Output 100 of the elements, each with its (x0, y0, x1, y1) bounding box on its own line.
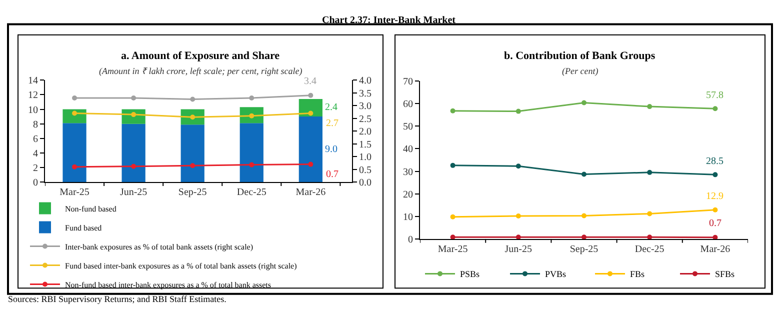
bar (180, 124, 204, 182)
point (712, 106, 718, 112)
x-tick-label: Sep-25 (178, 187, 207, 198)
y2-tick-label: 2.5 (359, 114, 372, 125)
x-tick-label: Mar-25 (60, 187, 90, 198)
point (72, 110, 78, 116)
data-label: 28.5 (706, 156, 724, 167)
point (72, 164, 78, 170)
point (516, 213, 521, 218)
point (647, 234, 652, 239)
x-tick-label: Jun-25 (120, 187, 148, 198)
x-tick-label: Sep-25 (570, 244, 598, 255)
legend-label: Non-fund based (65, 204, 116, 214)
y-tick-label: 20 (403, 189, 413, 200)
data-label: 3.4 (304, 76, 316, 87)
y2-tick-label: 0.0 (359, 178, 372, 189)
bar (298, 99, 322, 117)
data-label: 0.7 (709, 218, 722, 229)
x-tick-label: Mar-26 (296, 187, 326, 198)
y2-tick-label: 3.0 (359, 101, 372, 112)
caption: Chart 2.37: Inter-Bank Market (322, 15, 456, 26)
chart-subtitle: (Per cent) (562, 66, 598, 76)
point (308, 92, 314, 98)
point (190, 163, 196, 168)
point (712, 234, 718, 239)
point (647, 211, 652, 216)
point (582, 172, 586, 177)
x-tick-label: Dec-25 (634, 244, 664, 255)
point (450, 234, 456, 239)
point (516, 234, 521, 239)
point (308, 110, 314, 116)
point (190, 114, 196, 120)
point (249, 95, 254, 100)
y-tick-label: 8 (33, 119, 38, 130)
legend-label: SFBs (715, 269, 736, 280)
bar (298, 116, 322, 182)
legend-label: Inter-bank exposures as % of total bank assets (right scale) (65, 242, 254, 252)
point (308, 162, 314, 167)
point (450, 162, 456, 168)
legend-label: Fund based inter-bank exposures as a % of total bank assets (right scale) (65, 261, 298, 270)
y-tick-label: 0 (408, 234, 413, 246)
source-note: Sources: RBI Supervisory Returns; and RBI Staff Estimates. (8, 294, 226, 304)
y-tick-label: 14 (28, 76, 38, 87)
legend-label: PSBs (460, 269, 480, 280)
point (450, 108, 456, 114)
y2-tick-label: 1.0 (359, 152, 372, 164)
chart-subtitle: (Amount in ₹ lakh crore, left scale; per cent, right scale) (99, 66, 302, 76)
y-tick-label: 10 (403, 212, 413, 223)
point (131, 164, 136, 169)
point (582, 234, 586, 239)
point (647, 104, 652, 110)
y2-tick-label: 4.0 (359, 76, 372, 87)
y-tick-label: 10 (28, 104, 38, 116)
data-label: 57.8 (706, 90, 724, 101)
point (249, 113, 254, 118)
point (450, 214, 456, 220)
y-tick-label: 70 (403, 76, 413, 88)
x-tick-label: Dec-25 (236, 187, 266, 198)
bar (240, 123, 264, 182)
point (72, 95, 78, 100)
y2-tick-label: 1.5 (359, 139, 372, 150)
x-tick-label: Jun-25 (504, 244, 532, 255)
y2-tick-label: 0.5 (359, 164, 372, 176)
y-tick-label: 60 (403, 99, 413, 110)
y2-tick-label: 2.0 (359, 126, 372, 138)
point (131, 95, 136, 100)
legend-label: Fund based (65, 223, 102, 232)
legend-label: FBs (630, 269, 646, 280)
y-tick-label: 4 (33, 148, 38, 160)
y-tick-label: 2 (33, 163, 38, 174)
point (712, 207, 718, 212)
y-tick-label: 30 (403, 166, 413, 178)
chart-title: a. Amount of Exposure and Share (121, 50, 280, 62)
y-tick-label: 0 (33, 178, 38, 189)
point (131, 112, 136, 118)
data-label: 2.7 (326, 118, 338, 129)
data-label: 2.4 (325, 102, 338, 113)
legend-label: Non-fund based inter-bank exposures as a % of total bank assets (65, 280, 272, 290)
point (516, 108, 521, 114)
point (249, 162, 254, 168)
data-label: 0.7 (326, 169, 338, 180)
point (647, 170, 652, 175)
data-label: 12.9 (706, 191, 724, 202)
x-tick-label: Mar-25 (438, 244, 468, 255)
bar (62, 123, 86, 182)
data-label: 9.0 (325, 144, 338, 155)
y-tick-label: 40 (403, 144, 413, 156)
point (516, 164, 521, 169)
point (712, 172, 718, 178)
legend-label: PVBs (545, 269, 567, 280)
chart-title: b. Contribution of Bank Groups (504, 50, 656, 62)
bar (122, 124, 146, 182)
point (582, 213, 586, 218)
point (190, 96, 196, 102)
y-tick-label: 50 (403, 122, 413, 133)
y2-tick-label: 3.5 (359, 88, 372, 100)
bar (62, 109, 86, 124)
y-tick-label: 12 (28, 90, 38, 102)
x-tick-label: Mar-26 (700, 244, 730, 255)
point (582, 100, 586, 106)
